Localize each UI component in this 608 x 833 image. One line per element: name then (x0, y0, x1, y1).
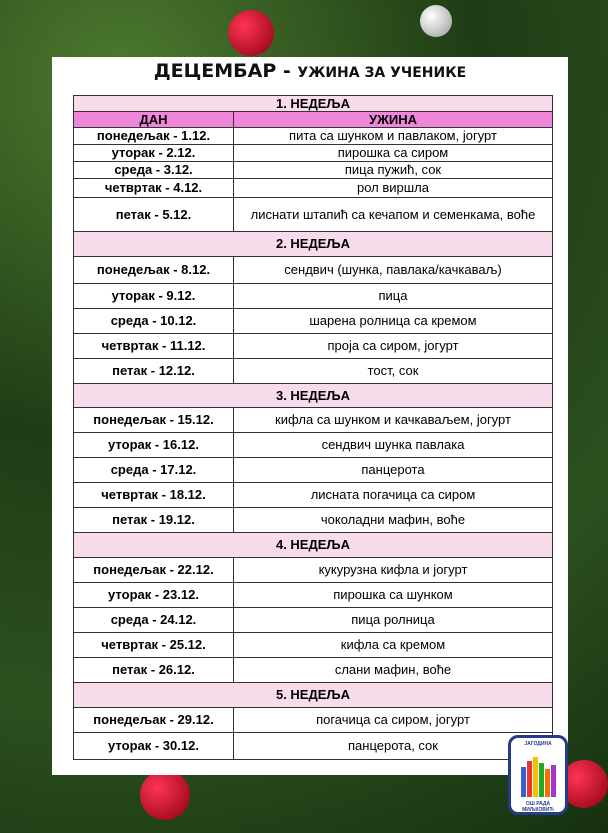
meal-cell: рол виршла (233, 178, 553, 198)
meal-cell: погачица са сиром, јогурт (233, 707, 553, 733)
day-cell: среда - 3.12. (73, 161, 234, 179)
table-row: понедељак - 15.12. кифла са шунком и качк… (73, 407, 553, 433)
day-cell: четвртак - 4.12. (73, 178, 234, 198)
table-row: четвртак - 18.12. лисната погачица са сир… (73, 482, 553, 508)
table-row: понедељак - 1.12. пита са шунком и павлак… (73, 127, 553, 145)
day-cell: четвртак - 11.12. (73, 333, 234, 359)
ornament-ball (140, 770, 190, 820)
day-cell: петак - 19.12. (73, 507, 234, 533)
meal-cell: пирошка са шунком (233, 582, 553, 608)
ornament-ball (228, 10, 274, 56)
title-subtitle: УЖИНА ЗА УЧЕНИКЕ (297, 65, 467, 81)
day-cell: понедељак - 1.12. (73, 127, 234, 145)
table-row: петак - 26.12. слани мафин, воће (73, 657, 553, 683)
day-cell: уторак - 30.12. (73, 732, 234, 760)
table-row: четвртак - 11.12. проја са сиром, јогурт (73, 333, 553, 359)
table-row: среда - 10.12. шарена ролница са кремом (73, 308, 553, 334)
day-cell: уторак - 9.12. (73, 283, 234, 309)
meal-cell: лиснати штапић са кечапом и семенкама, в… (233, 197, 553, 232)
meal-cell: чоколадни мафин, воће (233, 507, 553, 533)
ornament-ball (560, 760, 608, 808)
meal-cell: сендвич (шунка, павлака/качкаваљ) (233, 256, 553, 284)
day-cell: петак - 12.12. (73, 358, 234, 384)
day-cell: понедељак - 15.12. (73, 407, 234, 433)
day-cell: петак - 26.12. (73, 657, 234, 683)
table-row: петак - 12.12. тост, сок (73, 358, 553, 384)
logo-bottom-text: ОШ РАДА МИЉКОВИЋ (522, 801, 554, 813)
week-label: 5. НЕДЕЉА (73, 682, 553, 708)
meal-cell: панцерота, сок (233, 732, 553, 760)
day-cell: понедељак - 22.12. (73, 557, 234, 583)
day-cell: четвртак - 25.12. (73, 632, 234, 658)
table-row: понедељак - 8.12. сендвич (шунка, павлака… (73, 256, 553, 284)
week-header: 4. НЕДЕЉА (73, 532, 553, 558)
table-row: среда - 24.12. пица ролница (73, 607, 553, 633)
column-header-row: ДАН УЖИНА (73, 111, 553, 128)
table-row: четвртак - 4.12. рол виршла (73, 178, 553, 198)
week-header: 3. НЕДЕЉА (73, 383, 553, 408)
meal-cell: кифла са шунком и качкаваљем, јогурт (233, 407, 553, 433)
meal-cell: шарена ролница са кремом (233, 308, 553, 334)
meal-cell: пирошка са сиром (233, 144, 553, 162)
day-cell: понедељак - 8.12. (73, 256, 234, 284)
week-header: 5. НЕДЕЉА (73, 682, 553, 708)
table-row: петак - 19.12. чоколадни мафин, воће (73, 507, 553, 533)
meal-cell: тост, сок (233, 358, 553, 384)
week-label: 2. НЕДЕЉА (73, 231, 553, 257)
table-row: среда - 17.12. панцерота (73, 457, 553, 483)
page-title: ДЕЦЕМБАР - УЖИНА ЗА УЧЕНИКЕ (52, 60, 568, 82)
meal-cell: кифла са кремом (233, 632, 553, 658)
week-label: 4. НЕДЕЉА (73, 532, 553, 558)
week-label: 1. НЕДЕЉА (73, 95, 553, 112)
column-header-day: ДАН (73, 111, 234, 128)
title-month: ДЕЦЕМБАР - (153, 60, 298, 82)
meal-cell: пита са шунком и павлаком, јогурт (233, 127, 553, 145)
table-row: уторак - 30.12. панцерота, сок (73, 732, 553, 760)
week-header: 1. НЕДЕЉА (73, 95, 553, 112)
table-row: четвртак - 25.12. кифла са кремом (73, 632, 553, 658)
day-cell: понедељак - 29.12. (73, 707, 234, 733)
table-row: петак - 5.12. лиснати штапић са кечапом и… (73, 197, 553, 232)
meal-cell: панцерота (233, 457, 553, 483)
table-row: уторак - 23.12. пирошка са шунком (73, 582, 553, 608)
day-cell: среда - 17.12. (73, 457, 234, 483)
table-row: среда - 3.12. пица пужић, сок (73, 161, 553, 179)
day-cell: петак - 5.12. (73, 197, 234, 232)
day-cell: среда - 10.12. (73, 308, 234, 334)
school-logo: ЈАГОДИНА ОШ РАДА МИЉКОВИЋ (508, 735, 568, 815)
day-cell: среда - 24.12. (73, 607, 234, 633)
table-row: уторак - 16.12. сендвич шунка павлака (73, 432, 553, 458)
week-label: 3. НЕДЕЉА (73, 383, 553, 408)
logo-top-text: ЈАГОДИНА (524, 741, 552, 747)
meal-cell: лисната погачица са сиром (233, 482, 553, 508)
ornament-ball (420, 5, 452, 37)
table-row: понедељак - 29.12. погачица са сиром, јог… (73, 707, 553, 733)
day-cell: уторак - 2.12. (73, 144, 234, 162)
menu-table: 1. НЕДЕЉА ДАН УЖИНА понедељак - 1.12. пита с… (73, 95, 553, 760)
meal-cell: кукурузна кифла и јогурт (233, 557, 553, 583)
day-cell: четвртак - 18.12. (73, 482, 234, 508)
table-row: понедељак - 22.12. кукурузна кифла и јогу… (73, 557, 553, 583)
table-row: уторак - 9.12. пица (73, 283, 553, 309)
meal-cell: проја са сиром, јогурт (233, 333, 553, 359)
meal-cell: пица (233, 283, 553, 309)
meal-cell: пица ролница (233, 607, 553, 633)
meal-cell: сендвич шунка павлака (233, 432, 553, 458)
table-row: уторак - 2.12. пирошка са сиром (73, 144, 553, 162)
meal-cell: пица пужић, сок (233, 161, 553, 179)
meal-cell: слани мафин, воће (233, 657, 553, 683)
week-header: 2. НЕДЕЉА (73, 231, 553, 257)
day-cell: уторак - 23.12. (73, 582, 234, 608)
day-cell: уторак - 16.12. (73, 432, 234, 458)
column-header-meal: УЖИНА (233, 111, 553, 128)
